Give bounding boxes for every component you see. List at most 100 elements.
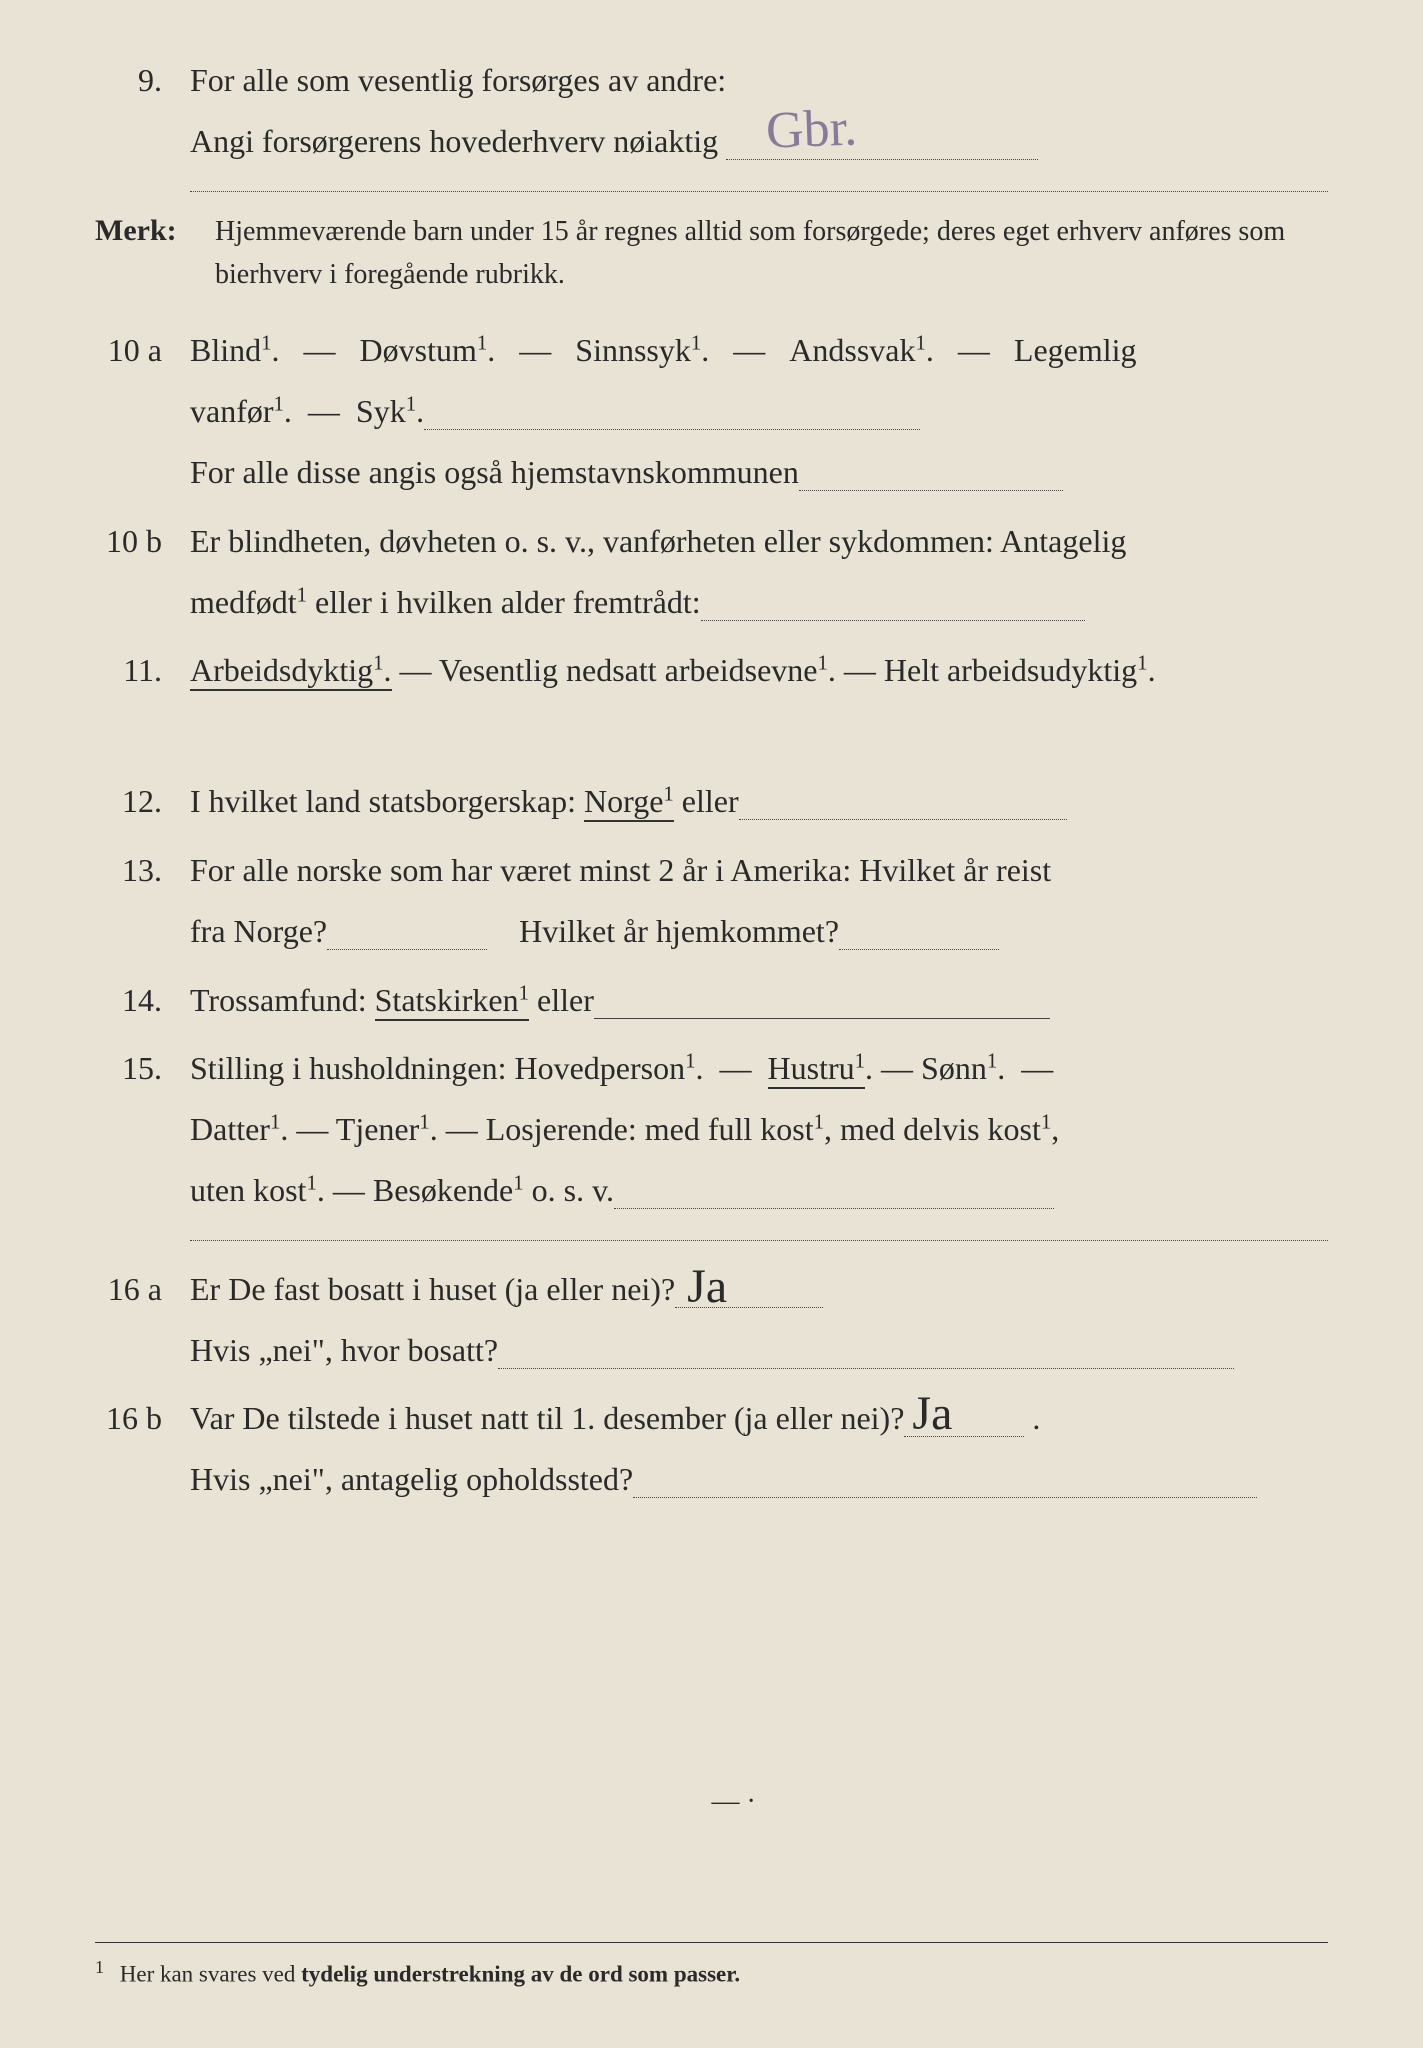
- opt-andssvak: Andssvak: [789, 332, 915, 368]
- q14-fill[interactable]: [594, 982, 1050, 1019]
- q15-datter: Datter: [190, 1111, 270, 1147]
- question-16a: 16 a Er De fast bosatt i huset (ja eller…: [95, 1259, 1328, 1381]
- question-14: 14. Trossamfund: Statskirken1 eller: [95, 970, 1328, 1031]
- q10a-number: 10 a: [95, 332, 190, 369]
- q12-norge-text: Norge: [584, 783, 663, 819]
- q14-content: Trossamfund: Statskirken1 eller: [190, 970, 1328, 1031]
- opt-syk: Syk: [356, 393, 406, 429]
- q16b-fill2[interactable]: [633, 1461, 1257, 1498]
- q16b-number: 16 b: [95, 1400, 190, 1437]
- question-9: 9. For alle som vesentlig forsørges av a…: [95, 50, 1328, 172]
- q14-number: 14.: [95, 982, 190, 1019]
- q10a-fill[interactable]: [424, 393, 920, 430]
- q16b-q: Var De tilstede i huset natt til 1. dese…: [190, 1400, 904, 1436]
- q10b-rest: eller i hvilken alder fremtrådt:: [307, 584, 701, 620]
- q10b-medfodt: medfødt: [190, 584, 297, 620]
- q9-handwritten: Gbr.: [764, 79, 858, 181]
- q16b-fill[interactable]: Ja: [904, 1400, 1024, 1437]
- q11-end: . — Helt arbeidsudyktig: [828, 652, 1137, 688]
- opt-sinnssyk: Sinnssyk: [575, 332, 691, 368]
- q9-line2-text: Angi forsørgerens hovederhverv nøiaktig: [190, 123, 718, 159]
- q10a-line2: vanfør1. — Syk1.: [190, 381, 1328, 442]
- question-16b: 16 b Var De tilstede i huset natt til 1.…: [95, 1388, 1328, 1510]
- q15-osv: o. s. v.: [524, 1172, 614, 1208]
- merk-note: Merk: Hjemmeværende barn under 15 år reg…: [95, 210, 1328, 297]
- divider: [190, 190, 1328, 192]
- q13-fill1[interactable]: [327, 913, 487, 950]
- q12-a: I hvilket land statsborgerskap:: [190, 783, 584, 819]
- q10a-line1: Blind1. — Døvstum1. — Sinnssyk1. — Andss…: [190, 320, 1328, 381]
- question-10a: 10 a Blind1. — Døvstum1. — Sinnssyk1. — …: [95, 320, 1328, 502]
- q15-a: Stilling i husholdningen: Hovedperson: [190, 1050, 685, 1086]
- q16b-line2: Hvis „nei", antagelig opholdssted?: [190, 1449, 1328, 1510]
- q9-line1: For alle som vesentlig forsørges av andr…: [190, 50, 1328, 111]
- q10a-content: Blind1. — Døvstum1. — Sinnssyk1. — Andss…: [190, 320, 1328, 502]
- q16a-answer: Ja: [687, 1241, 727, 1332]
- q13-fill2[interactable]: [839, 913, 999, 950]
- q9-content: For alle som vesentlig forsørges av andr…: [190, 50, 1328, 172]
- q16a-l2: Hvis „nei", hvor bosatt?: [190, 1332, 498, 1368]
- q14-statskirken: Statskirken1: [375, 982, 529, 1021]
- merk-text: Hjemmeværende barn under 15 år regnes al…: [215, 210, 1328, 297]
- q10b-fill[interactable]: [701, 584, 1085, 621]
- q12-norge: Norge1: [584, 783, 674, 822]
- footnote-a: Her kan svares ved: [120, 1962, 301, 1987]
- q16a-fill[interactable]: Ja: [675, 1271, 823, 1308]
- q10a-fill2[interactable]: [799, 454, 1063, 491]
- q11-number: 11.: [95, 652, 190, 689]
- q11-mid: — Vesentlig nedsatt arbeidsevne: [392, 652, 818, 688]
- q11-arbeidsdyktig: Arbeidsdyktig1.: [190, 652, 392, 691]
- opt-vanfor: vanfør: [190, 393, 274, 429]
- q10a-line3-text: For alle disse angis også hjemstavnskomm…: [190, 454, 799, 490]
- q9-number: 9.: [95, 62, 190, 99]
- opt-legemlig: Legemlig: [1014, 332, 1137, 368]
- q15-hustru-text: Hustru: [768, 1050, 855, 1086]
- q16a-fill2[interactable]: [498, 1332, 1234, 1369]
- q13-number: 13.: [95, 852, 190, 889]
- question-15: 15. Stilling i husholdningen: Hovedperso…: [95, 1038, 1328, 1220]
- q15-besok: . — Besøkende: [317, 1172, 513, 1208]
- q15-delvis: , med delvis kost: [824, 1111, 1041, 1147]
- q9-line2: Angi forsørgerens hovederhverv nøiaktig …: [190, 111, 1328, 172]
- q13-line2: fra Norge? Hvilket år hjemkommet?: [190, 901, 1328, 962]
- q14-stat-text: Statskirken: [375, 982, 519, 1018]
- q16b-answer: Ja: [912, 1368, 952, 1459]
- footnote-b: tydelig understrekning av de ord som pas…: [301, 1962, 740, 1987]
- q16b-content: Var De tilstede i huset natt til 1. dese…: [190, 1388, 1328, 1510]
- q13-l2a: fra Norge?: [190, 913, 327, 949]
- q15-line3: uten kost1. — Besøkende1 o. s. v.: [190, 1160, 1328, 1221]
- q15-hustru: Hustru1: [768, 1050, 866, 1089]
- merk-label: Merk:: [95, 214, 215, 248]
- q13-content: For alle norske som har været minst 2 år…: [190, 840, 1328, 962]
- q15-number: 15.: [95, 1050, 190, 1087]
- q16a-line2: Hvis „nei", hvor bosatt?: [190, 1320, 1328, 1381]
- q12-content: I hvilket land statsborgerskap: Norge1 e…: [190, 771, 1328, 832]
- q15-sonn: . — Sønn: [865, 1050, 987, 1086]
- q13-l2b: Hvilket år hjemkommet?: [519, 913, 839, 949]
- q10b-line1: Er blindheten, døvheten o. s. v., vanfør…: [190, 511, 1328, 572]
- question-13: 13. For alle norske som har været minst …: [95, 840, 1328, 962]
- q14-b: eller: [529, 982, 594, 1018]
- q10b-line2: medfødt1 eller i hvilken alder fremtrådt…: [190, 572, 1328, 633]
- q15-losjerende: . — Losjerende: med full kost: [430, 1111, 814, 1147]
- q10b-content: Er blindheten, døvheten o. s. v., vanfør…: [190, 511, 1328, 633]
- q16a-q: Er De fast bosatt i huset (ja eller nei)…: [190, 1271, 675, 1307]
- q12-fill[interactable]: [739, 783, 1067, 820]
- q10a-line3: For alle disse angis også hjemstavnskomm…: [190, 442, 1328, 503]
- question-11: 11. Arbeidsdyktig1. — Vesentlig nedsatt …: [95, 640, 1328, 701]
- opt-blind: Blind: [190, 332, 261, 368]
- q15-fill[interactable]: [614, 1172, 1054, 1209]
- divider-2: [190, 1239, 1328, 1241]
- opt-dovstum: Døvstum: [360, 332, 477, 368]
- question-10b: 10 b Er blindheten, døvheten o. s. v., v…: [95, 511, 1328, 633]
- q15-line2: Datter1. — Tjener1. — Losjerende: med fu…: [190, 1099, 1328, 1160]
- q16a-content: Er De fast bosatt i huset (ja eller nei)…: [190, 1259, 1328, 1381]
- q16b-line1: Var De tilstede i huset natt til 1. dese…: [190, 1388, 1328, 1449]
- q9-fill[interactable]: Gbr.: [726, 123, 1038, 160]
- q14-a: Trossamfund:: [190, 982, 375, 1018]
- q15-line1: Stilling i husholdningen: Hovedperson1. …: [190, 1038, 1328, 1099]
- q10b-number: 10 b: [95, 523, 190, 560]
- q12-b: eller: [674, 783, 739, 819]
- footnote-num: 1: [95, 1957, 104, 1977]
- q15-content: Stilling i husholdningen: Hovedperson1. …: [190, 1038, 1328, 1220]
